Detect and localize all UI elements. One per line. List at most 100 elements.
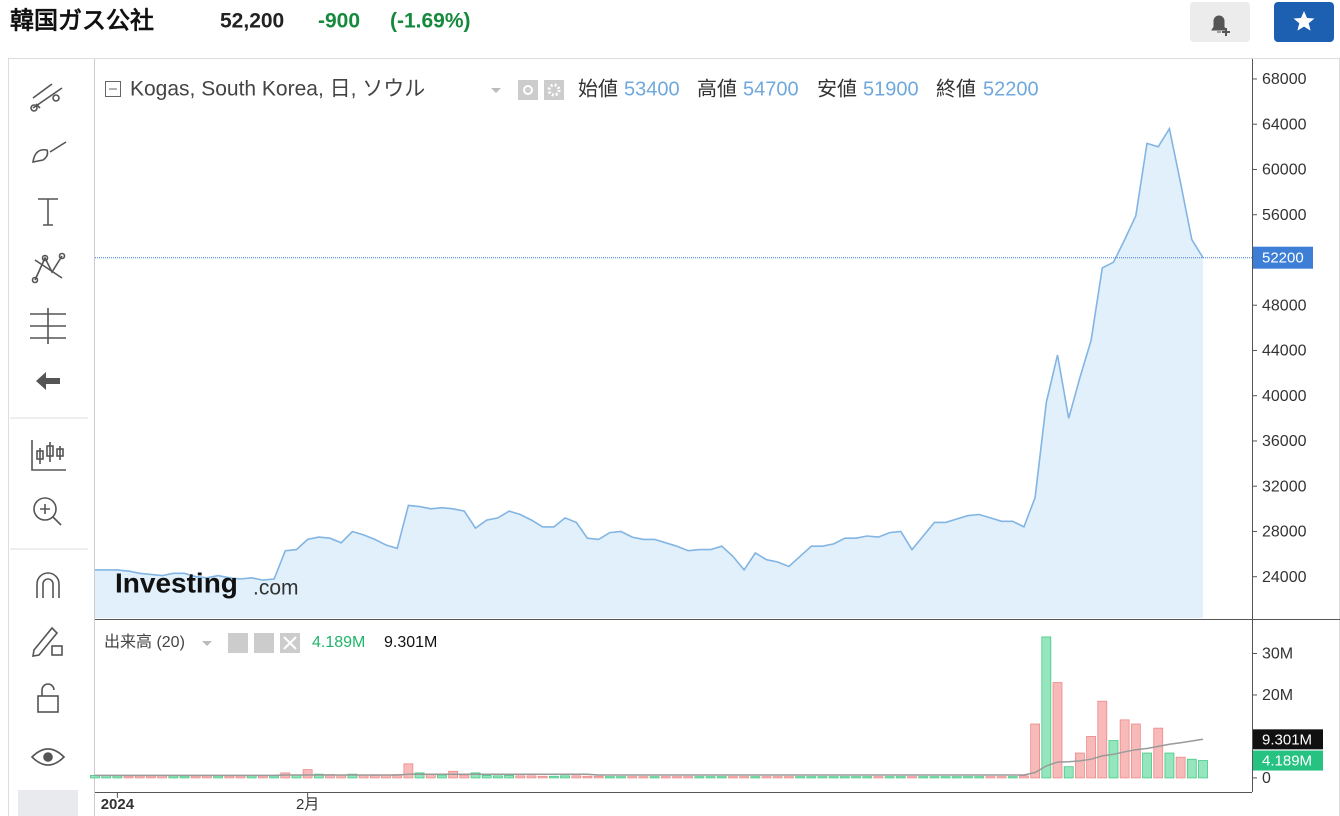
price-area xyxy=(95,128,1203,618)
tool-pattern[interactable] xyxy=(31,252,66,284)
tool-candles[interactable] xyxy=(31,440,66,471)
tool-zoom[interactable] xyxy=(33,497,62,526)
y-tick-label: 60000 xyxy=(1262,162,1307,179)
tool-fib[interactable] xyxy=(30,308,66,344)
volume-bar xyxy=(1097,700,1108,779)
volume-bar xyxy=(548,775,559,779)
volume-legend-icons[interactable] xyxy=(228,633,300,653)
high-label: 高値 xyxy=(697,77,737,100)
price: 52,200 xyxy=(220,10,284,33)
y-tick-label: 30M xyxy=(1262,646,1293,663)
tool-unlock[interactable] xyxy=(37,683,59,713)
volume-bar xyxy=(571,775,582,779)
volume-bar xyxy=(750,776,761,779)
y-tick-label: 28000 xyxy=(1262,524,1307,541)
volume-bar xyxy=(515,775,526,779)
volume-bar xyxy=(257,775,268,779)
volume-bar xyxy=(996,776,1007,779)
volume-bar xyxy=(504,775,515,779)
volume-bar xyxy=(1019,775,1029,779)
legend-icons[interactable] xyxy=(518,80,564,100)
volume-bar xyxy=(1086,736,1096,779)
volume-bar xyxy=(783,776,794,779)
volume-bar xyxy=(593,775,604,779)
volume-bar xyxy=(728,776,738,779)
volume-bar xyxy=(638,776,649,779)
change: -900 xyxy=(318,10,360,33)
tool-visibility[interactable] xyxy=(30,748,66,766)
volume-bar xyxy=(425,774,436,779)
volume-bar xyxy=(884,776,895,779)
low-label: 安値 xyxy=(817,77,857,100)
watermark-suffix: .com xyxy=(253,577,299,600)
volume-bar xyxy=(560,775,570,779)
tool-back[interactable] xyxy=(36,372,60,390)
alert-button[interactable] xyxy=(1190,2,1250,42)
volume-bar xyxy=(1164,752,1175,779)
value-badge-label: 9.301M xyxy=(1262,731,1312,748)
volume-bar xyxy=(862,776,873,779)
tool-brush[interactable] xyxy=(32,141,67,164)
volume-bar xyxy=(1186,758,1197,779)
volume-bar xyxy=(739,776,750,779)
volume-legend-value: 4.189M xyxy=(312,634,365,651)
volume-bar xyxy=(683,776,694,779)
value-badge xyxy=(1253,729,1323,750)
volume-bar xyxy=(1142,752,1152,779)
open-label: 始値 xyxy=(578,77,618,100)
x-tick-label: 2月 xyxy=(296,796,319,813)
close-label: 終値 xyxy=(936,77,976,100)
volume-bar xyxy=(817,776,828,779)
volume-bar xyxy=(437,774,447,779)
volume-bar xyxy=(951,776,962,779)
volume-bar xyxy=(806,776,817,779)
volume-bar xyxy=(839,776,850,779)
volume-bar xyxy=(929,776,940,779)
y-tick-label: 24000 xyxy=(1262,569,1307,586)
volume-bar xyxy=(582,775,593,779)
y-tick-label: 44000 xyxy=(1262,343,1307,360)
volume-bar xyxy=(828,776,839,779)
volume-bar xyxy=(1198,760,1208,779)
y-tick-label: 20M xyxy=(1262,687,1293,704)
volume-bar xyxy=(1063,766,1074,779)
volume-bar xyxy=(459,774,470,779)
toolbar xyxy=(10,83,88,816)
volume-bar xyxy=(369,775,380,779)
tool-lines[interactable] xyxy=(30,83,63,112)
tool-magnet[interactable] xyxy=(36,572,60,598)
y-tick-label: 0 xyxy=(1262,770,1271,787)
volume-bar xyxy=(940,776,951,779)
y-tick-label: 48000 xyxy=(1262,297,1307,314)
volume-bar xyxy=(907,776,917,779)
volume-bar xyxy=(1175,756,1186,779)
volume-bar xyxy=(1041,636,1052,779)
volume-bar xyxy=(213,775,224,779)
y-tick-label: 64000 xyxy=(1262,116,1307,133)
volume-bar xyxy=(660,776,671,779)
volume-bar xyxy=(1074,752,1085,779)
value-badge xyxy=(1253,750,1323,771)
volume-ma-line xyxy=(95,738,1204,777)
tool-lock-draw[interactable] xyxy=(32,626,63,657)
volume-bar xyxy=(795,776,805,779)
volume-bar xyxy=(985,776,996,779)
last-price-label: 52200 xyxy=(1262,250,1304,267)
volume-bar xyxy=(1052,682,1063,779)
value-badge-label: 4.189M xyxy=(1262,753,1312,770)
volume-bar xyxy=(705,776,716,779)
watchlist-button[interactable] xyxy=(1274,2,1334,42)
y-tick-label: 56000 xyxy=(1262,207,1307,224)
volume-bar xyxy=(403,763,414,779)
x-tick-label: 2024 xyxy=(101,796,135,813)
volume-bar xyxy=(1030,723,1041,779)
volume-bar xyxy=(224,775,235,779)
volume-legend[interactable]: 出来高 (20) xyxy=(104,633,185,651)
volume-ma-legend-value: 9.301M xyxy=(384,634,437,651)
high-value: 54700 xyxy=(743,78,799,100)
tool-text[interactable] xyxy=(38,198,58,226)
symbol-legend[interactable]: Kogas, South Korea, 日, ソウル xyxy=(130,78,425,101)
volume-bar xyxy=(672,776,682,779)
